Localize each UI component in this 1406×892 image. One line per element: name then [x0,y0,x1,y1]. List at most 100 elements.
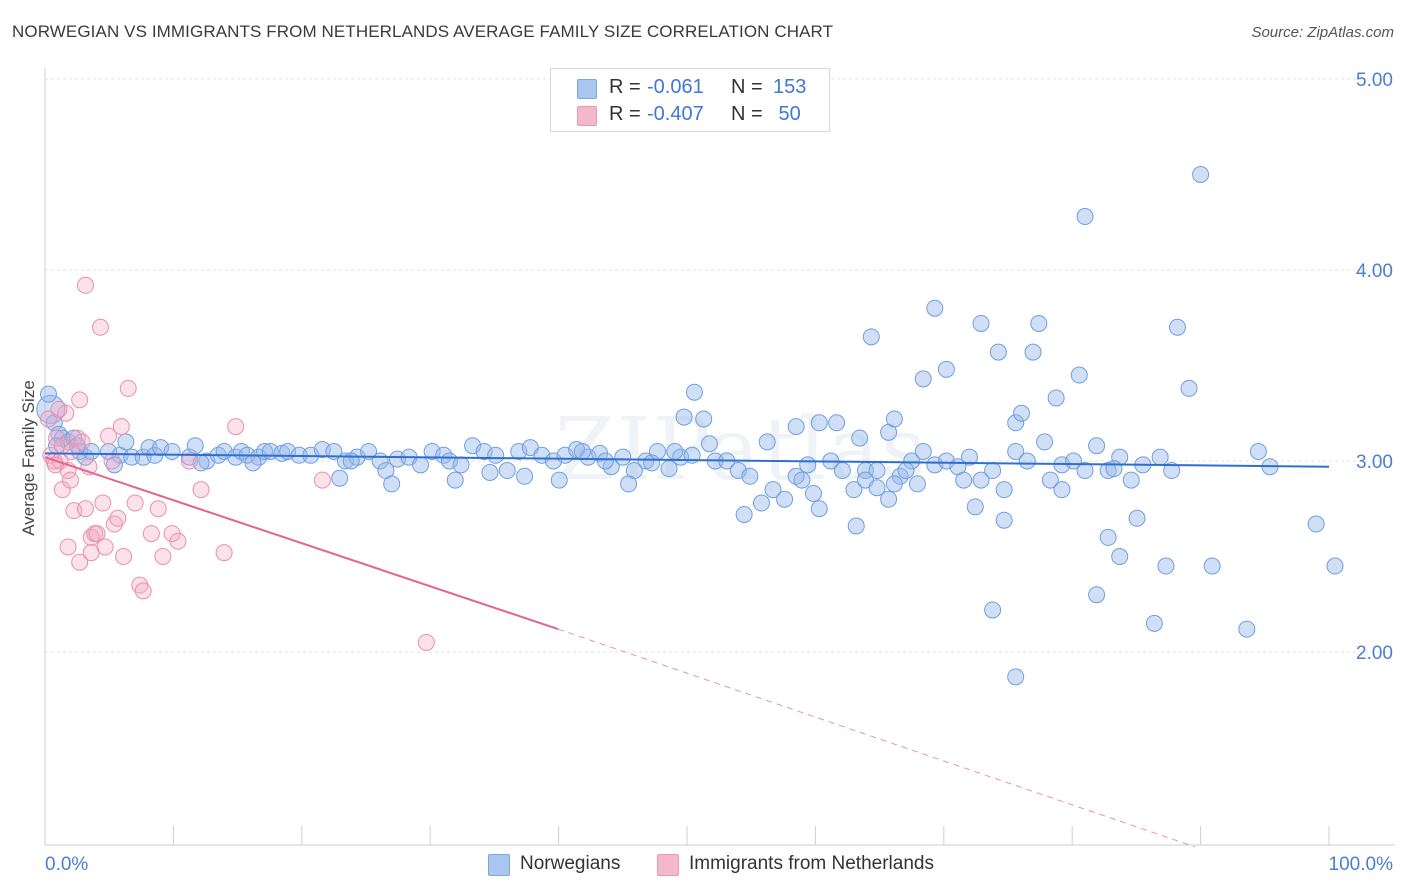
immigrant-point [100,427,118,445]
norwegian-point [937,360,955,378]
norwegian-point [1151,448,1169,466]
immigrant-point [88,525,106,543]
norwegian-point [498,462,516,480]
immigrant-point [119,379,137,397]
norwegian-point [614,448,632,466]
norwegian-point [764,481,782,499]
norwegian-point [972,314,990,332]
norwegian-point [244,454,262,472]
norwegian-point [516,467,534,485]
norwegian-point [1180,379,1198,397]
norwegian-point [342,452,360,470]
legend-swatch-blue [577,79,597,99]
norwegian-point [666,442,684,460]
norwegian-point [39,385,57,403]
norwegian-point [620,475,638,493]
norwegian-point [903,452,921,470]
correlation-legend: R = -0.061 N = 153 R = -0.407 N = 50 [550,68,830,132]
norwegian-point [880,490,898,508]
norwegian-point [1307,515,1325,533]
immigrant-point [71,391,89,409]
norwegian-point [1030,314,1048,332]
norwegian-point [383,475,401,493]
norwegian-point [1088,586,1106,604]
norwegian-point [989,343,1007,361]
norwegian-point [695,410,713,428]
norwegian-point [758,433,776,451]
immigrant-point [134,582,152,600]
norwegian-point [1111,548,1129,565]
norwegian-point [804,484,822,502]
norwegian-point [452,456,470,474]
norwegian-point [885,410,903,428]
norwegian-point [1128,509,1146,527]
immigrant-point [63,442,81,460]
legend-n-value: 50 [773,103,801,125]
norwegian-point [799,456,817,474]
immigrant-point [76,500,94,518]
immigrant-trendline-extension [557,628,1196,848]
immigrant-point [313,471,331,489]
norwegian-point [833,462,851,480]
immigrant-point [126,494,144,512]
norwegian-point [1041,471,1059,489]
x-tick-label: 0.0% [45,854,88,875]
series-label: Norwegians [520,853,621,874]
norwegian-point [1047,389,1065,407]
norwegian-point [752,494,770,512]
immigrant-trendline [44,456,559,631]
immigrant-point [227,418,245,436]
norwegian-point [1018,452,1036,470]
norwegian-point [1076,208,1094,226]
norwegian-point [810,414,828,432]
norwegian-point [1053,481,1071,499]
series-label: Immigrants from Netherlands [689,853,934,874]
legend-row-norwegians: R = -0.061 N = 153 [551,74,806,101]
norwegian-trendline [44,452,1330,468]
x-tick-label: 100.0% [1329,854,1394,875]
chart-source: Source: ZipAtlas.com [1251,24,1394,41]
legend-r-label: R = [609,103,641,125]
chart-title: NORWEGIAN VS IMMIGRANTS FROM NETHERLANDS… [12,22,834,41]
norwegian-point [685,383,703,401]
immigrant-point [103,452,121,470]
norwegian-point [1249,442,1267,460]
y-tick-label: 3.00 [1356,452,1393,473]
series-swatch-pink [657,854,679,876]
norwegian-point [1012,404,1030,422]
norwegian-point [897,462,915,480]
y-axis-title: Average Family Size [19,380,38,536]
legend-n-label: N = [731,103,763,125]
immigrant-point [215,544,233,562]
norwegian-point [643,454,661,472]
norwegian-point [1238,620,1256,638]
legend-row-immigrants: R = -0.407 N = 50 [551,101,801,128]
norwegian-point [995,481,1013,499]
legend-swatch-pink [577,106,597,126]
norwegian-point [847,517,865,535]
legend-r-value: -0.407 [647,103,704,125]
y-tick-label: 2.00 [1356,643,1393,664]
norwegian-point [117,433,135,451]
norwegian-point [787,418,805,436]
norwegian-point [1168,318,1186,336]
immigrant-point [61,471,79,489]
norwegian-point [926,299,944,317]
series-swatch-blue [488,854,510,876]
legend-r-value: -0.061 [647,76,704,98]
series-legend: Norwegians Immigrants from Netherlands [0,852,1406,878]
norwegian-point [793,471,811,489]
immigrant-point [71,553,89,571]
norwegian-point [596,452,614,470]
immigrant-point [50,400,68,418]
norwegian-point [1203,557,1221,575]
norwegian-point [741,467,759,485]
immigrant-point [59,538,77,556]
legend-n-value: 153 [773,76,807,98]
norwegian-point [955,471,973,489]
legend-r-label: R = [609,76,641,98]
norwegian-point [1007,414,1025,432]
legend-n-label: N = [731,76,763,98]
immigrant-point [46,456,64,474]
